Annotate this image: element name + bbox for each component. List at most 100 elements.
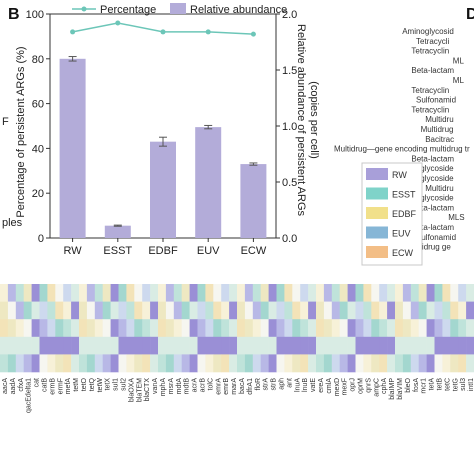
gene-label: sul2 (120, 378, 127, 391)
heatmap-cell (150, 336, 159, 355)
gene-label: tetO (81, 377, 88, 391)
heatmap-cell (284, 301, 293, 320)
heatmap-cell (0, 336, 9, 355)
heatmap-cell (244, 336, 254, 355)
y2-tick-label: 2.0 (282, 9, 297, 21)
heatmap-cell (379, 354, 388, 373)
panel-d-label: Multidrug ge (407, 243, 452, 252)
heatmap-cell (86, 354, 96, 373)
heatmap-cell (395, 336, 404, 355)
heatmap-cell (316, 284, 325, 302)
heatmap-cell (339, 319, 348, 338)
heatmap-cell (387, 301, 396, 320)
heatmap-cell (244, 301, 254, 320)
heatmap-cell (355, 336, 364, 355)
heatmap-cell (221, 354, 230, 373)
heatmap-cell (260, 319, 269, 338)
heatmap-cell (31, 354, 40, 373)
panel-d-label: Tetracycli (416, 37, 450, 46)
heatmap-cell (379, 301, 388, 320)
heatmap-cell (7, 354, 17, 373)
heatmap-cell (355, 319, 364, 338)
heatmap-cell (229, 319, 238, 338)
heatmap-cell (118, 336, 127, 355)
heatmap-cell (15, 284, 24, 302)
gene-label: ereA (318, 378, 325, 393)
heatmap-cell (244, 284, 254, 302)
heatmap-cell (102, 336, 111, 355)
heatmap-cell (150, 301, 159, 320)
heatmap-cell (418, 319, 427, 338)
heatmap-cell (387, 284, 396, 302)
heatmap-cell (284, 336, 293, 355)
heatmap-cell (292, 319, 301, 338)
heatmap-cell (450, 354, 459, 373)
heatmap-cell (379, 319, 388, 338)
gene-label: bleO (405, 377, 412, 392)
gene-label: acrA (192, 378, 199, 393)
legend-swatch (366, 226, 388, 239)
heatmap-cell (118, 284, 127, 302)
bar-chart: 0 20 40 60 80 100 0.0 0.5 1.0 1.5 2.0 RW ESST EDBF EUV… (26, 3, 297, 257)
y2-axis-title-line1: Relative abundance of persistent ARGs (295, 24, 307, 217)
heatmap-cell (150, 319, 159, 338)
heatmap-cell (426, 354, 435, 373)
heatmap-cell (300, 301, 309, 320)
heatmap-cell (213, 336, 222, 355)
x-tick-label: EUV (197, 245, 220, 257)
bar (104, 225, 131, 238)
heatmap-cell (158, 301, 167, 320)
heatmap-cell (15, 336, 24, 355)
heatmap-cell (110, 319, 119, 338)
heatmap-cell (395, 284, 404, 302)
heatmap-cell (0, 301, 9, 320)
heatmap-cell (363, 301, 372, 320)
panel-d-label: Sulfonamid (416, 96, 456, 105)
heatmap-cell (268, 284, 277, 302)
heatmap-cell (0, 319, 9, 338)
gene-label: lnuA (294, 378, 301, 392)
heatmap-cell (197, 354, 206, 373)
heatmap-cell (39, 319, 48, 338)
heatmap-cell (466, 301, 474, 320)
legend-bar-swatch (170, 3, 186, 14)
heatmap-cell (134, 336, 143, 355)
heatmap-cell (71, 301, 80, 320)
heatmap-cell (134, 319, 143, 338)
heatmap-cell (118, 354, 127, 373)
gene-label: ampC (373, 378, 380, 397)
heatmap-cell (402, 319, 412, 338)
panel-d-label: Beta-lactam (411, 223, 454, 232)
y2-tick-label: 0.5 (282, 177, 297, 189)
heatmap-cell (308, 284, 317, 302)
heatmap-cell (23, 336, 32, 355)
heatmap-cell (284, 354, 293, 373)
heatmap-cell (142, 336, 151, 355)
heatmap-cell (316, 336, 325, 355)
panel-d-label: Multidrug (421, 125, 454, 134)
heatmap-cell (126, 301, 135, 320)
heatmap-cell (268, 319, 277, 338)
heatmap-cell (323, 319, 333, 338)
cut-panel-text-bottom: ples (2, 217, 23, 229)
heatmap-cell (229, 336, 238, 355)
gene-label: mdtB (184, 378, 191, 395)
heatmap-cell (213, 284, 222, 302)
heatmap-cell (31, 284, 40, 302)
heatmap-cell (221, 301, 230, 320)
heatmap-cell (339, 336, 348, 355)
gene-label: ant (286, 378, 293, 388)
heatmap-cell (252, 301, 261, 320)
gene-label: strB (271, 378, 278, 391)
heatmap-cell (308, 319, 317, 338)
heatmap-cell (363, 354, 372, 373)
gene-label: dfrA1 (247, 378, 254, 395)
heatmap-cell (260, 301, 269, 320)
heatmap-cell (442, 284, 451, 302)
heatmap-cell (237, 301, 246, 320)
panel-d-label: MLS (448, 213, 464, 222)
heatmap-cell (339, 301, 348, 320)
heatmap-cell (450, 284, 459, 302)
heatmap-cell (300, 354, 309, 373)
heatmap-cell (79, 284, 88, 302)
